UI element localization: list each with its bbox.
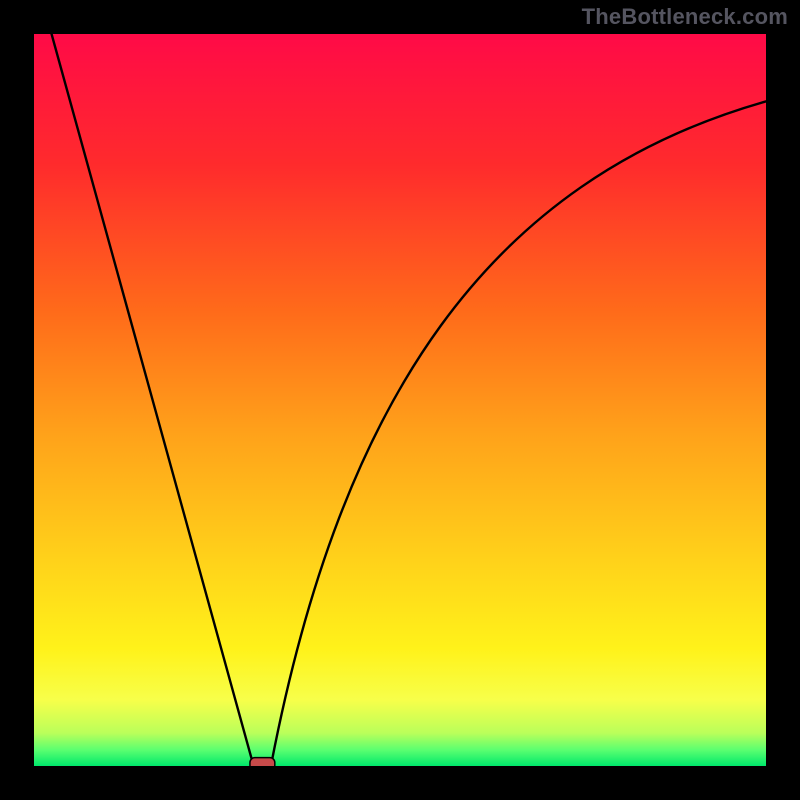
bottleneck-chart xyxy=(0,0,800,800)
watermark-text: TheBottleneck.com xyxy=(582,4,788,30)
chart-container: TheBottleneck.com xyxy=(0,0,800,800)
